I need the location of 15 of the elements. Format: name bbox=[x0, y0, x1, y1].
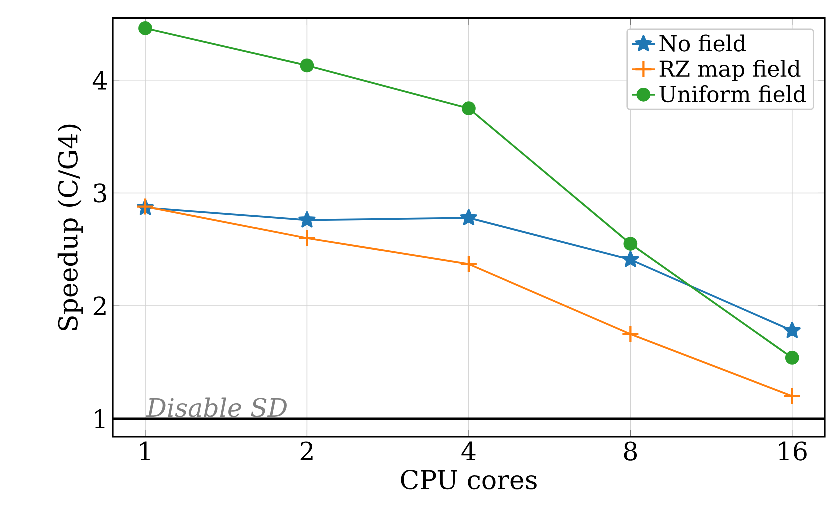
x-tick-label: 2 bbox=[300, 442, 313, 460]
y-tick-label: 4 bbox=[92, 70, 108, 90]
ref-line-label: Disable SD bbox=[146, 398, 287, 418]
y-tick-label: 3 bbox=[94, 184, 106, 203]
x-tick-label: 1 bbox=[140, 442, 150, 460]
y-tick-label: 2 bbox=[94, 296, 106, 316]
x-tick-label: 8 bbox=[624, 442, 638, 461]
legend-label: Uniform field bbox=[660, 86, 806, 103]
legend-label: No field bbox=[660, 34, 746, 52]
x-tick-label: 16 bbox=[779, 442, 807, 461]
x-tick-label: 4 bbox=[462, 442, 476, 460]
y-tick-label: 1 bbox=[95, 410, 105, 428]
x-axis-title: CPU cores bbox=[401, 470, 537, 490]
y-axis-title: Speedup (C/G4) bbox=[58, 124, 84, 330]
legend-label: RZ map field bbox=[660, 60, 801, 82]
